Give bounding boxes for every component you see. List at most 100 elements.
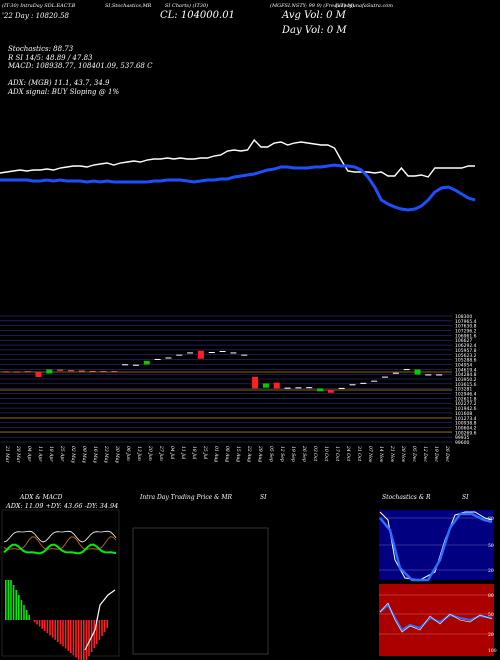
x-tick-label: 19 Dec <box>433 446 439 462</box>
x-tick-label: 15 Aug <box>235 446 241 462</box>
x-tick-label: 19 Sep <box>290 446 296 462</box>
intraday-si: SI <box>260 494 267 501</box>
x-tick-label: 28 Mar <box>15 445 21 463</box>
y-tick-label: 102277.2 <box>455 401 477 407</box>
x-tick-label: 20 Jun <box>147 445 153 461</box>
y-tick-label: 105288.6 <box>455 358 477 364</box>
x-tick-label: 21 Nov <box>389 445 395 463</box>
macd-bar-positive <box>18 595 20 620</box>
x-tick-label: 08 Aug <box>224 446 230 462</box>
x-tick-label: 13 Jun <box>136 446 142 461</box>
y-tick-label: 100269.6 <box>455 430 477 436</box>
x-tick-label: 31 Oct <box>356 446 362 461</box>
stoch-tick: 80 <box>488 516 494 522</box>
y-tick-label: 99935 <box>455 435 469 441</box>
adx-di-plus-line <box>3 530 117 543</box>
macd-bar-negative <box>75 620 77 658</box>
macd-bar-positive <box>15 590 17 620</box>
macd-bar-negative <box>72 620 75 656</box>
x-tick-label: 11 Jul <box>180 446 186 460</box>
macd-label: MACD: 108938.77, 108401.09, 537.68 C <box>8 62 153 70</box>
macd-bar-negative <box>54 620 56 640</box>
candle <box>273 382 280 389</box>
macd-bar-negative <box>33 620 36 623</box>
x-tick-label: 05 Dec <box>411 446 417 462</box>
x-tick-label: 16 May <box>92 446 98 463</box>
y-tick-label: 102946.4 <box>455 392 477 398</box>
x-tick-label: 03 Oct <box>312 446 318 461</box>
y-tick-label: 104619.4 <box>455 367 477 373</box>
x-tick-label: 17 Oct <box>334 446 340 461</box>
macd-bar-negative <box>85 620 88 660</box>
header-line1-right2: IVT) MunafaSutra.com <box>335 3 394 9</box>
y-tick-label: 107630.8 <box>455 324 477 330</box>
candle <box>327 389 334 393</box>
macd-bar-negative <box>101 620 103 636</box>
x-tick-label: 09 May <box>81 446 87 463</box>
x-tick-label: 11 Apr <box>37 446 43 462</box>
y-tick-label: 106292.4 <box>455 343 477 349</box>
y-tick-label: 100604.2 <box>455 425 477 431</box>
stoch-panel-title: Stochastics & R <box>382 494 431 501</box>
candle <box>143 360 150 365</box>
adx-label: ADX: (MGB) 11.1, 43.7, 34.9 <box>8 79 110 87</box>
y-tick-label: 101942.6 <box>455 406 477 412</box>
x-tick-label: 28 Nov <box>400 445 406 463</box>
header-line1-mid2: SI Charts) (IT30) <box>165 3 209 9</box>
macd-bar-positive <box>10 580 12 620</box>
macd-bar-negative <box>98 620 101 640</box>
y-tick-label: 101273.4 <box>455 416 477 422</box>
y-tick-label: 101608 <box>455 411 472 417</box>
macd-bar-negative <box>64 620 67 649</box>
macd-bar-positive <box>20 600 23 620</box>
y-tick-label: 102611.8 <box>455 396 477 402</box>
x-tick-label: 26 Sep <box>301 445 307 462</box>
candle <box>252 376 259 389</box>
y-tick-label: 103615.6 <box>455 382 477 388</box>
x-tick-label: 04 Apr <box>26 446 32 462</box>
x-tick-label: 18 Jul <box>191 446 197 460</box>
macd-bar-negative <box>103 620 106 632</box>
y-tick-label: 104284.8 <box>455 372 477 378</box>
day-vol-label: Day Vol: 0 M <box>282 25 347 36</box>
x-tick-label: 14 Nov <box>378 446 384 463</box>
macd-bar-negative <box>67 620 69 651</box>
x-tick-label: 10 Oct <box>323 446 329 461</box>
x-tick-label: 04 Jul <box>169 446 175 460</box>
macd-bar-negative <box>51 620 54 638</box>
candle <box>46 369 53 374</box>
macd-bar-positive <box>5 580 7 620</box>
adx-panel-title: ADX & MACD <box>20 494 63 501</box>
macd-bar-negative <box>36 620 38 625</box>
day-label: '22 Day : 10820.58 <box>2 12 70 20</box>
y-tick-label: 100938.8 <box>455 421 477 427</box>
macd-bar-negative <box>88 620 90 656</box>
macd-bar-negative <box>57 620 59 642</box>
macd-bar-negative <box>49 620 51 636</box>
x-tick-label: 07 Nov <box>367 446 373 463</box>
stoch-d-line <box>379 512 493 582</box>
adx-signal-label: ADX signal: BUY Sloping @ 1% <box>8 88 120 96</box>
x-tick-label: 21 Mar <box>4 445 10 463</box>
y-tick-label: 103950.2 <box>455 377 477 383</box>
rsi-thin-line <box>379 602 493 633</box>
close-label: CL: 104000.01 <box>160 10 235 21</box>
candlestick-chart: 108300107965.4107630.8107296.2106961.610… <box>0 314 477 463</box>
y-tick-label: 99600 <box>455 440 469 446</box>
header-line1-left: (IT-30) IntraDay SDL.EACT.B <box>2 3 76 9</box>
x-tick-label: 22 Aug <box>246 445 252 462</box>
y-tick-label: 106627 <box>455 338 472 344</box>
rsi-label: R SI 14/5: 48.89 / 47.83 <box>8 54 93 62</box>
y-tick-label: 107965.4 <box>455 319 477 325</box>
x-tick-label: 06 Jun <box>125 446 131 461</box>
x-tick-label: 29 Aug <box>257 445 263 462</box>
rsi-tick: 20 <box>488 632 494 638</box>
x-tick-label: 12 Sep <box>279 446 285 462</box>
y-tick-label: 104954 <box>455 362 472 368</box>
candle <box>414 369 421 375</box>
x-tick-label: 01 Aug <box>213 446 219 462</box>
stoch-tick: 20 <box>488 568 494 574</box>
candle <box>317 388 324 392</box>
y-tick-label: 105623.2 <box>455 353 477 359</box>
macd-bar-negative <box>70 620 72 653</box>
